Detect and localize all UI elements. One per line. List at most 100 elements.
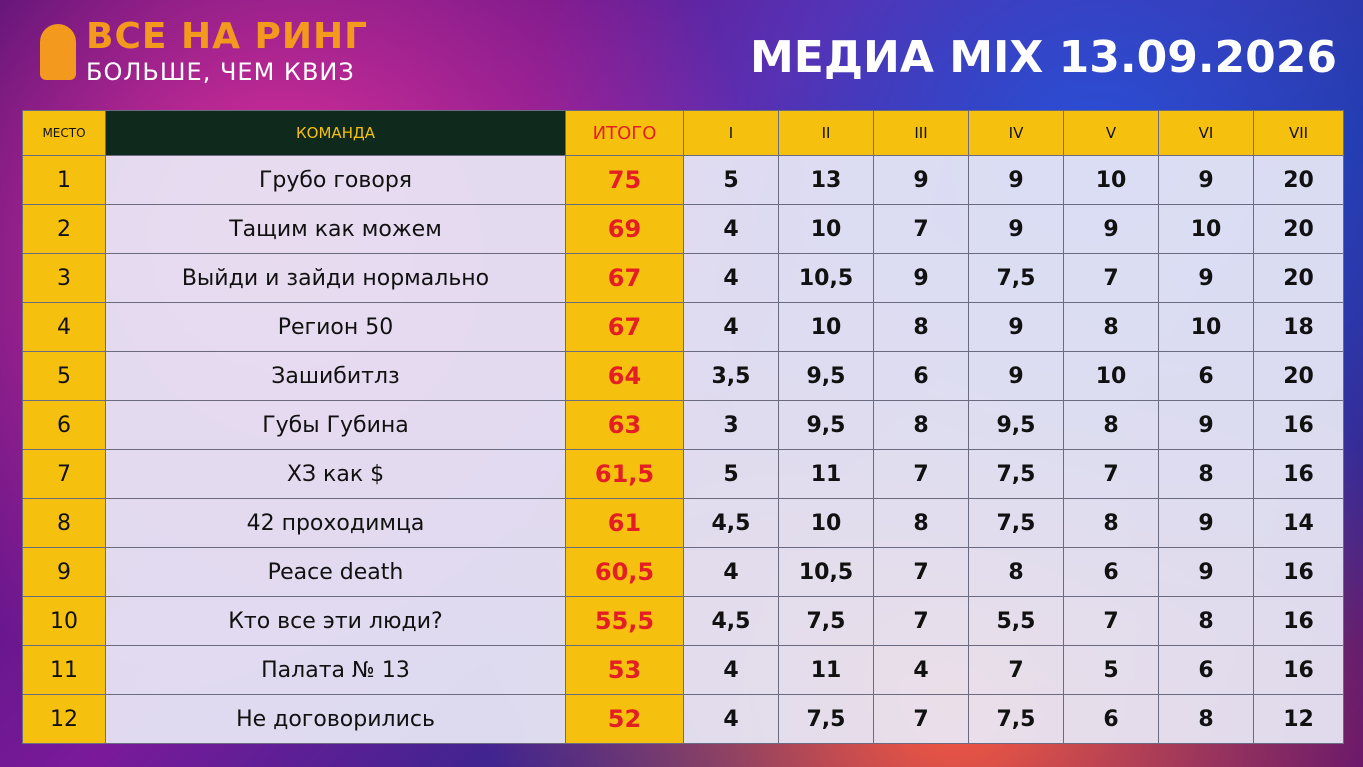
table-cell: 61 [565,498,684,548]
table-cell: 10 [1158,204,1254,254]
table-cell: 5 [22,351,106,401]
column-header: VII [1253,110,1344,156]
table-cell: 10 [778,204,874,254]
table-cell: 7 [873,596,969,646]
table-cell: 61,5 [565,449,684,499]
table-cell: 9 [1063,204,1159,254]
table-cell: ХЗ как $ [105,449,566,499]
column-header: I [683,110,779,156]
table-cell: 4 [873,645,969,695]
table-cell: 6 [1158,351,1254,401]
table-cell: 11 [22,645,106,695]
table-cell: 7 [1063,596,1159,646]
table-cell: 10 [778,302,874,352]
table-cell: 9,5 [778,400,874,450]
table-cell: 9 [1158,547,1254,597]
table-cell: 60,5 [565,547,684,597]
table-cell: 75 [565,155,684,205]
table-cell: 8 [1063,498,1159,548]
table-cell: 69 [565,204,684,254]
table-cell: Зашибитлз [105,351,566,401]
column-header: VI [1158,110,1254,156]
table-cell: 7 [22,449,106,499]
column-header: IV [968,110,1064,156]
logo-title: ВСЕ НА РИНГ [86,16,369,57]
table-cell: 6 [1063,694,1159,744]
table-cell: 7,5 [968,253,1064,303]
table-row: 6 Губы Губина 63 3 9,5 8 9,5 8 9 16 [22,400,1344,450]
table-cell: 42 проходимца [105,498,566,548]
table-cell: 8 [873,400,969,450]
table-cell: 9 [1158,155,1254,205]
table-cell: 8 [1158,449,1254,499]
column-header: МЕСТО [22,110,106,156]
table-cell: 7 [1063,449,1159,499]
table-cell: 20 [1253,155,1344,205]
table-cell: 2 [22,204,106,254]
table-cell: 8 [1063,302,1159,352]
table-cell: 5,5 [968,596,1064,646]
table-cell: 4 [683,302,779,352]
table-cell: 8 [1158,596,1254,646]
table-cell: Не договорились [105,694,566,744]
table-cell: 9 [968,302,1064,352]
table-cell: 8 [873,302,969,352]
table-body: 1 Грубо говоря 75 5 13 9 9 10 9 20 2 Тащим как може… [22,155,1344,744]
table-cell: 10 [1063,351,1159,401]
table-row: 4 Регион 50 67 4 10 8 9 8 10 18 [22,302,1344,352]
table-cell: 16 [1253,449,1344,499]
table-cell: 67 [565,302,684,352]
table-cell: 7,5 [968,498,1064,548]
table-cell: 20 [1253,204,1344,254]
table-cell: 9 [873,155,969,205]
header-row: МЕСТО КОМАНДА ИТОГО I II III IV V VI VII [22,110,1344,156]
table-cell: 16 [1253,645,1344,695]
table-cell: 7 [1063,253,1159,303]
table-cell: 10,5 [778,253,874,303]
table-cell: Кто все эти люди? [105,596,566,646]
table-cell: 16 [1253,547,1344,597]
table-cell: 9 [873,253,969,303]
column-header: II [778,110,874,156]
table-row: 9 Peace death 60,5 4 10,5 7 8 6 9 16 [22,547,1344,597]
column-header: ИТОГО [565,110,684,156]
table-row: 3 Выйди и зайди нормально 67 4 10,5 9 7,5 7 9 20 [22,253,1344,303]
table-cell: 9 [1158,498,1254,548]
table-cell: 53 [565,645,684,695]
table-cell: 20 [1253,253,1344,303]
table-row: 1 Грубо говоря 75 5 13 9 9 10 9 20 [22,155,1344,205]
table-cell: 4 [22,302,106,352]
table-cell: 9,5 [778,351,874,401]
table-cell: 8 [873,498,969,548]
table-cell: 8 [1158,694,1254,744]
table-cell: 9 [968,155,1064,205]
table-cell: 63 [565,400,684,450]
table-row: 12 Не договорились 52 4 7,5 7 7,5 6 8 12 [22,694,1344,744]
table-cell: Peace death [105,547,566,597]
table-cell: 3 [683,400,779,450]
table-cell: 12 [22,694,106,744]
column-header: III [873,110,969,156]
table-cell: 9 [22,547,106,597]
table-cell: 4 [683,547,779,597]
table-row: 2 Тащим как можем 69 4 10 7 9 9 10 20 [22,204,1344,254]
table-cell: 8 [22,498,106,548]
table-cell: 4 [683,645,779,695]
table-cell: 9 [1158,400,1254,450]
table-cell: 67 [565,253,684,303]
table-cell: 9,5 [968,400,1064,450]
table-cell: 14 [1253,498,1344,548]
table-cell: 4 [683,253,779,303]
table-cell: 5 [1063,645,1159,695]
table-cell: 9 [968,351,1064,401]
table-cell: 20 [1253,351,1344,401]
table-cell: 10 [778,498,874,548]
table-cell: 64 [565,351,684,401]
results-table: МЕСТО КОМАНДА ИТОГО I II III IV V VI VII 1 Грубо г… [22,110,1344,744]
table-cell: 7 [873,204,969,254]
table-cell: Губы Губина [105,400,566,450]
table-cell: 4,5 [683,498,779,548]
table-cell: Тащим как можем [105,204,566,254]
table-cell: 13 [778,155,874,205]
